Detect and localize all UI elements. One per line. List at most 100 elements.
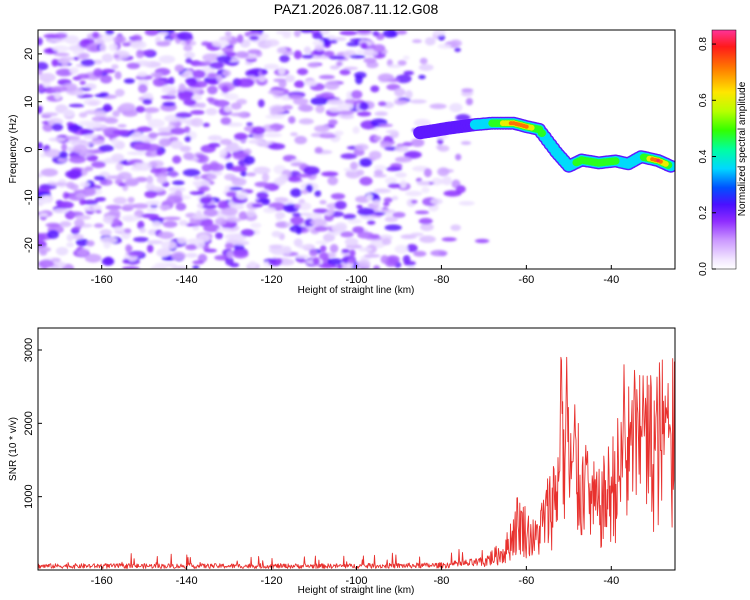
- spectrogram-noise-cell: [236, 34, 244, 44]
- spectrogram-noise-cell: [168, 76, 175, 85]
- spectrogram-noise-cell: [306, 226, 317, 230]
- spectrogram-noise-cell: [437, 145, 450, 152]
- spectrogram-noise-cell: [357, 111, 372, 117]
- spectrogram-noise-cell: [40, 168, 58, 177]
- spectrogram-noise-cell: [66, 233, 74, 242]
- spectrogram-noise-cell: [175, 112, 192, 119]
- spectrogram-noise-cell: [290, 188, 302, 198]
- spectrogram-noise-cell: [176, 31, 193, 41]
- spectrogram-noise-cell: [128, 252, 143, 257]
- spectrogram-noise-cell: [61, 59, 69, 67]
- spectrogram-noise-cell: [329, 39, 338, 44]
- spectrogram-noise-cell: [339, 30, 358, 36]
- spectrogram-noise-cell: [38, 69, 43, 75]
- spectrogram-noise-cell: [147, 186, 165, 192]
- spectrogram-noise-cell: [103, 256, 114, 265]
- spectrogram-noise-cell: [91, 161, 106, 169]
- spectrogram-noise-cell: [111, 153, 125, 162]
- spectrogram-noise-cell: [144, 190, 157, 199]
- spectrogram-noise-cell: [89, 139, 105, 145]
- spectrogram-noise-cell: [182, 168, 201, 177]
- spectrogram-noise-cell: [356, 204, 363, 209]
- spectrogram-noise-cell: [114, 88, 125, 97]
- spectrogram-noise-cell: [99, 33, 115, 43]
- spectrogram-noise-cell: [199, 196, 212, 205]
- spectrogram-noise-cell: [198, 185, 210, 192]
- spectrogram-noise-cell: [131, 34, 143, 43]
- spectrogram-noise-cell: [360, 42, 368, 49]
- spectrogram-noise-cell: [130, 40, 147, 50]
- spectrogram-noise-cell: [142, 98, 153, 105]
- top-x-tick-label: -60: [518, 274, 534, 286]
- spectrogram-noise-cell: [205, 107, 218, 116]
- top-x-tick-label: -120: [261, 274, 283, 286]
- spectrogram-noise-cell: [292, 212, 302, 217]
- spectrogram-noise-cell: [141, 213, 160, 219]
- spectrogram-noise-cell: [327, 208, 335, 215]
- spectrogram-noise-cell: [48, 137, 66, 142]
- spectrogram-noise-cell: [324, 80, 340, 90]
- spectrogram-noise-cell: [221, 85, 229, 94]
- spectrogram-noise-cell: [319, 200, 327, 205]
- spectrogram-noise-cell: [82, 187, 96, 197]
- colorbar-tick-label: 0.4: [698, 149, 709, 163]
- spectrogram-noise-cell: [192, 260, 205, 265]
- spectrogram-noise-cell: [150, 72, 164, 78]
- spectrogram-noise-cell: [349, 249, 356, 257]
- spectrogram-noise-cell: [474, 238, 490, 244]
- spectrogram-noise-cell: [51, 38, 69, 43]
- spectrogram-noise-cell: [74, 91, 84, 96]
- spectrogram-noise-cell: [344, 237, 359, 247]
- spectrogram-noise-cell: [135, 50, 145, 59]
- spectrogram-noise-cell: [413, 250, 427, 257]
- spectrogram-noise-cell: [133, 236, 149, 243]
- spectrogram-noise-cell: [312, 55, 322, 60]
- spectrogram-noise-cell: [295, 225, 302, 235]
- spectrogram-noise-cell: [106, 175, 125, 180]
- spectrogram-noise-cell: [157, 231, 175, 239]
- spectrogram-noise-cell: [300, 189, 309, 195]
- spectrogram-noise-cell: [153, 79, 166, 87]
- spectrogram-noise-cell: [94, 93, 107, 98]
- spectrogram-noise-cell: [364, 254, 381, 258]
- spectrogram-noise-cell: [384, 216, 398, 223]
- spectrogram-noise-cell: [67, 146, 74, 152]
- spectrogram-noise-cell: [330, 193, 346, 200]
- spectrogram-noise-cell: [146, 207, 158, 212]
- spectrogram-noise-cell: [219, 138, 232, 145]
- spectrogram-noise-cell: [217, 200, 229, 209]
- spectrogram-noise-cell: [122, 109, 138, 117]
- spectrogram-noise-cell: [391, 195, 399, 201]
- spectrogram-noise-cell: [127, 196, 135, 204]
- spectrogram-noise-cell: [384, 224, 402, 231]
- spectrogram-noise-cell: [254, 181, 270, 188]
- spectrogram-noise-cell: [282, 51, 295, 56]
- spectrogram-noise-cell: [258, 75, 266, 83]
- spectrogram-noise-cell: [310, 97, 328, 106]
- spectrogram-noise-cell: [93, 68, 103, 77]
- spectrogram-noise-cell: [82, 38, 95, 45]
- spectrogram-noise-cell: [366, 193, 373, 202]
- spectrogram-noise-cell: [288, 116, 296, 124]
- spectrogram-noise-cell: [72, 144, 88, 154]
- spectrogram-noise-cell: [373, 211, 386, 216]
- spectrogram-noise-cell: [207, 135, 223, 141]
- spectrogram-noise-cell: [44, 148, 62, 158]
- spectrogram-noise-cell: [221, 207, 238, 216]
- spectrogram-noise-cell: [285, 74, 295, 83]
- spectrogram-noise-cell: [418, 64, 434, 71]
- spectrogram-noise-cell: [321, 171, 339, 177]
- spectrogram-noise-cell: [357, 30, 372, 34]
- spectrogram-noise-cell: [209, 62, 225, 69]
- figure-title: PAZ1.2026.087.11.12.G08: [274, 1, 439, 17]
- spectrogram-noise-cell: [368, 150, 382, 160]
- spectrogram-noise-cell: [111, 64, 119, 70]
- spectrogram-noise-cell: [68, 103, 85, 108]
- spectrogram-noise-cell: [145, 200, 161, 206]
- spectrogram-noise-cell: [41, 112, 59, 117]
- spectrogram-noise-cell: [320, 245, 327, 253]
- spectrogram-noise-cell: [66, 181, 75, 189]
- spectrogram-noise-cell: [343, 213, 357, 220]
- spectrogram-noise-cell: [373, 265, 380, 269]
